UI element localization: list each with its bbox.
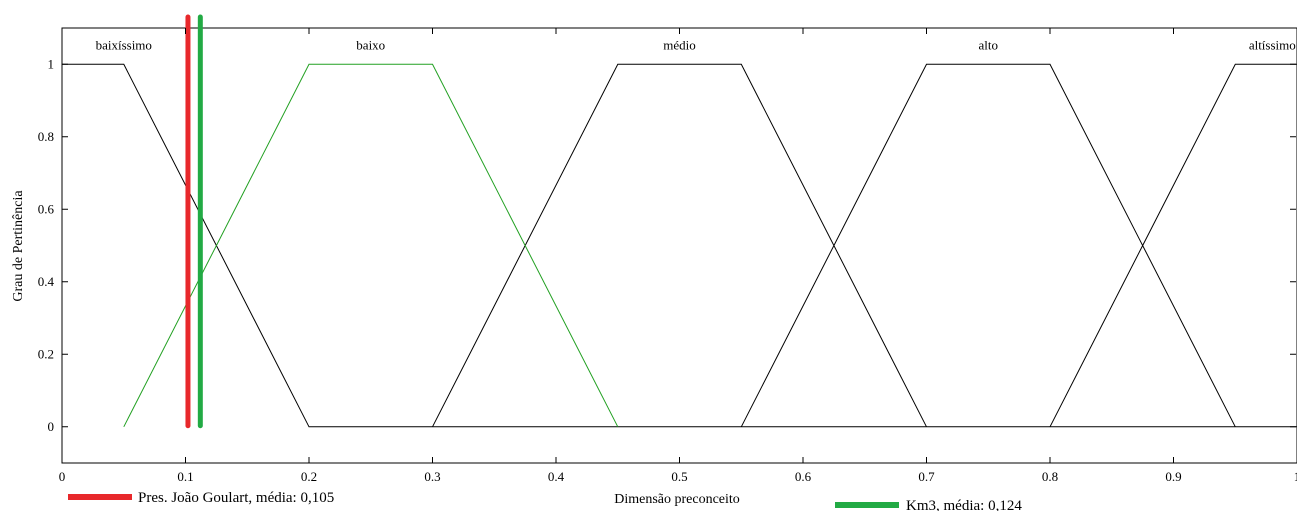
axis-ticks: 0 0.1 0.2 0.3 0.4 0.5 0.6 0.7 0.8 0.9 1 0 0.2 0.4 0.6 0… xyxy=(38,28,1297,484)
y-tick-label: 1 xyxy=(48,56,55,71)
x-tick-label: 0 xyxy=(59,469,66,484)
x-tick-label: 0.9 xyxy=(1165,469,1181,484)
x-tick-label: 0.1 xyxy=(177,469,193,484)
curve-altissimo xyxy=(1050,64,1297,427)
curve-medio xyxy=(433,64,927,427)
legend: Pres. João Goulart, média: 0,105 Km3, mé… xyxy=(68,490,1022,511)
x-tick-label: 0.6 xyxy=(795,469,812,484)
x-tick-label: 0.5 xyxy=(671,469,687,484)
set-labels: baixíssimo baixo médio alto altíssimo xyxy=(96,37,1296,52)
set-label-medio: médio xyxy=(663,37,696,52)
x-tick-label: 0.2 xyxy=(301,469,317,484)
y-tick-label: 0.8 xyxy=(38,129,54,144)
curve-baixissimo xyxy=(62,64,1297,427)
curve-alto xyxy=(741,64,1235,427)
legend-label-joao-goulart: Pres. João Goulart, média: 0,105 xyxy=(138,490,334,506)
x-tick-label: 0.8 xyxy=(1042,469,1058,484)
membership-curves xyxy=(62,64,1297,427)
set-label-baixissimo: baixíssimo xyxy=(96,37,152,52)
legend-label-km3: Km3, média: 0,124 xyxy=(906,498,1022,511)
y-tick-label: 0 xyxy=(48,419,55,434)
x-tick-label: 0.3 xyxy=(424,469,440,484)
x-axis-label: Dimensão preconceito xyxy=(614,492,740,507)
set-label-baixo: baixo xyxy=(356,37,385,52)
y-tick-label: 0.2 xyxy=(38,346,54,361)
set-label-alto: alto xyxy=(979,37,999,52)
y-tick-label: 0.6 xyxy=(38,201,55,216)
x-tick-label: 0.7 xyxy=(918,469,935,484)
x-tick-label: 0.4 xyxy=(548,469,565,484)
y-tick-label: 0.4 xyxy=(38,274,55,289)
set-label-altissimo: altíssimo xyxy=(1249,37,1296,52)
plot-frame xyxy=(62,28,1297,463)
marker-lines xyxy=(188,17,200,426)
y-axis-label: Grau de Pertinência xyxy=(11,190,26,302)
